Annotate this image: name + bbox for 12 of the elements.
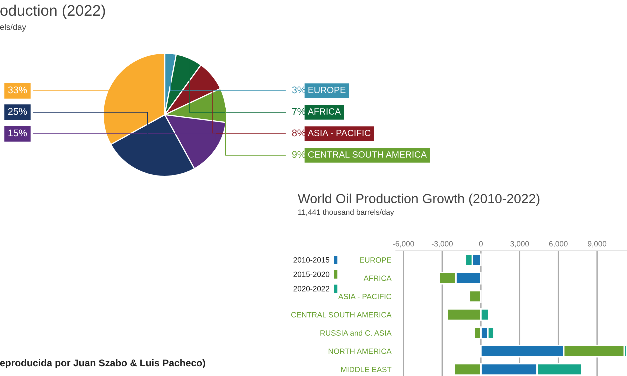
chart-title: oduction (2022) (0, 4, 106, 20)
slice-label: EUROPE (308, 87, 346, 94)
data-label: 33% (8, 86, 28, 94)
slice-label: ASIA - PACIFIC (308, 130, 371, 136)
slice-label: AFRICA (308, 108, 342, 115)
text: eproducida por Juan Szabo & Luis Pacheco) (0, 359, 206, 369)
data-label: 15% (8, 130, 28, 137)
data-label: 8% (292, 130, 306, 137)
chart-subtitle: els/day (0, 24, 26, 32)
chart-title: World Oil Production Growth (2010-2022) (298, 194, 540, 206)
bar (469, 290, 482, 303)
data-label: 25% (8, 108, 28, 116)
